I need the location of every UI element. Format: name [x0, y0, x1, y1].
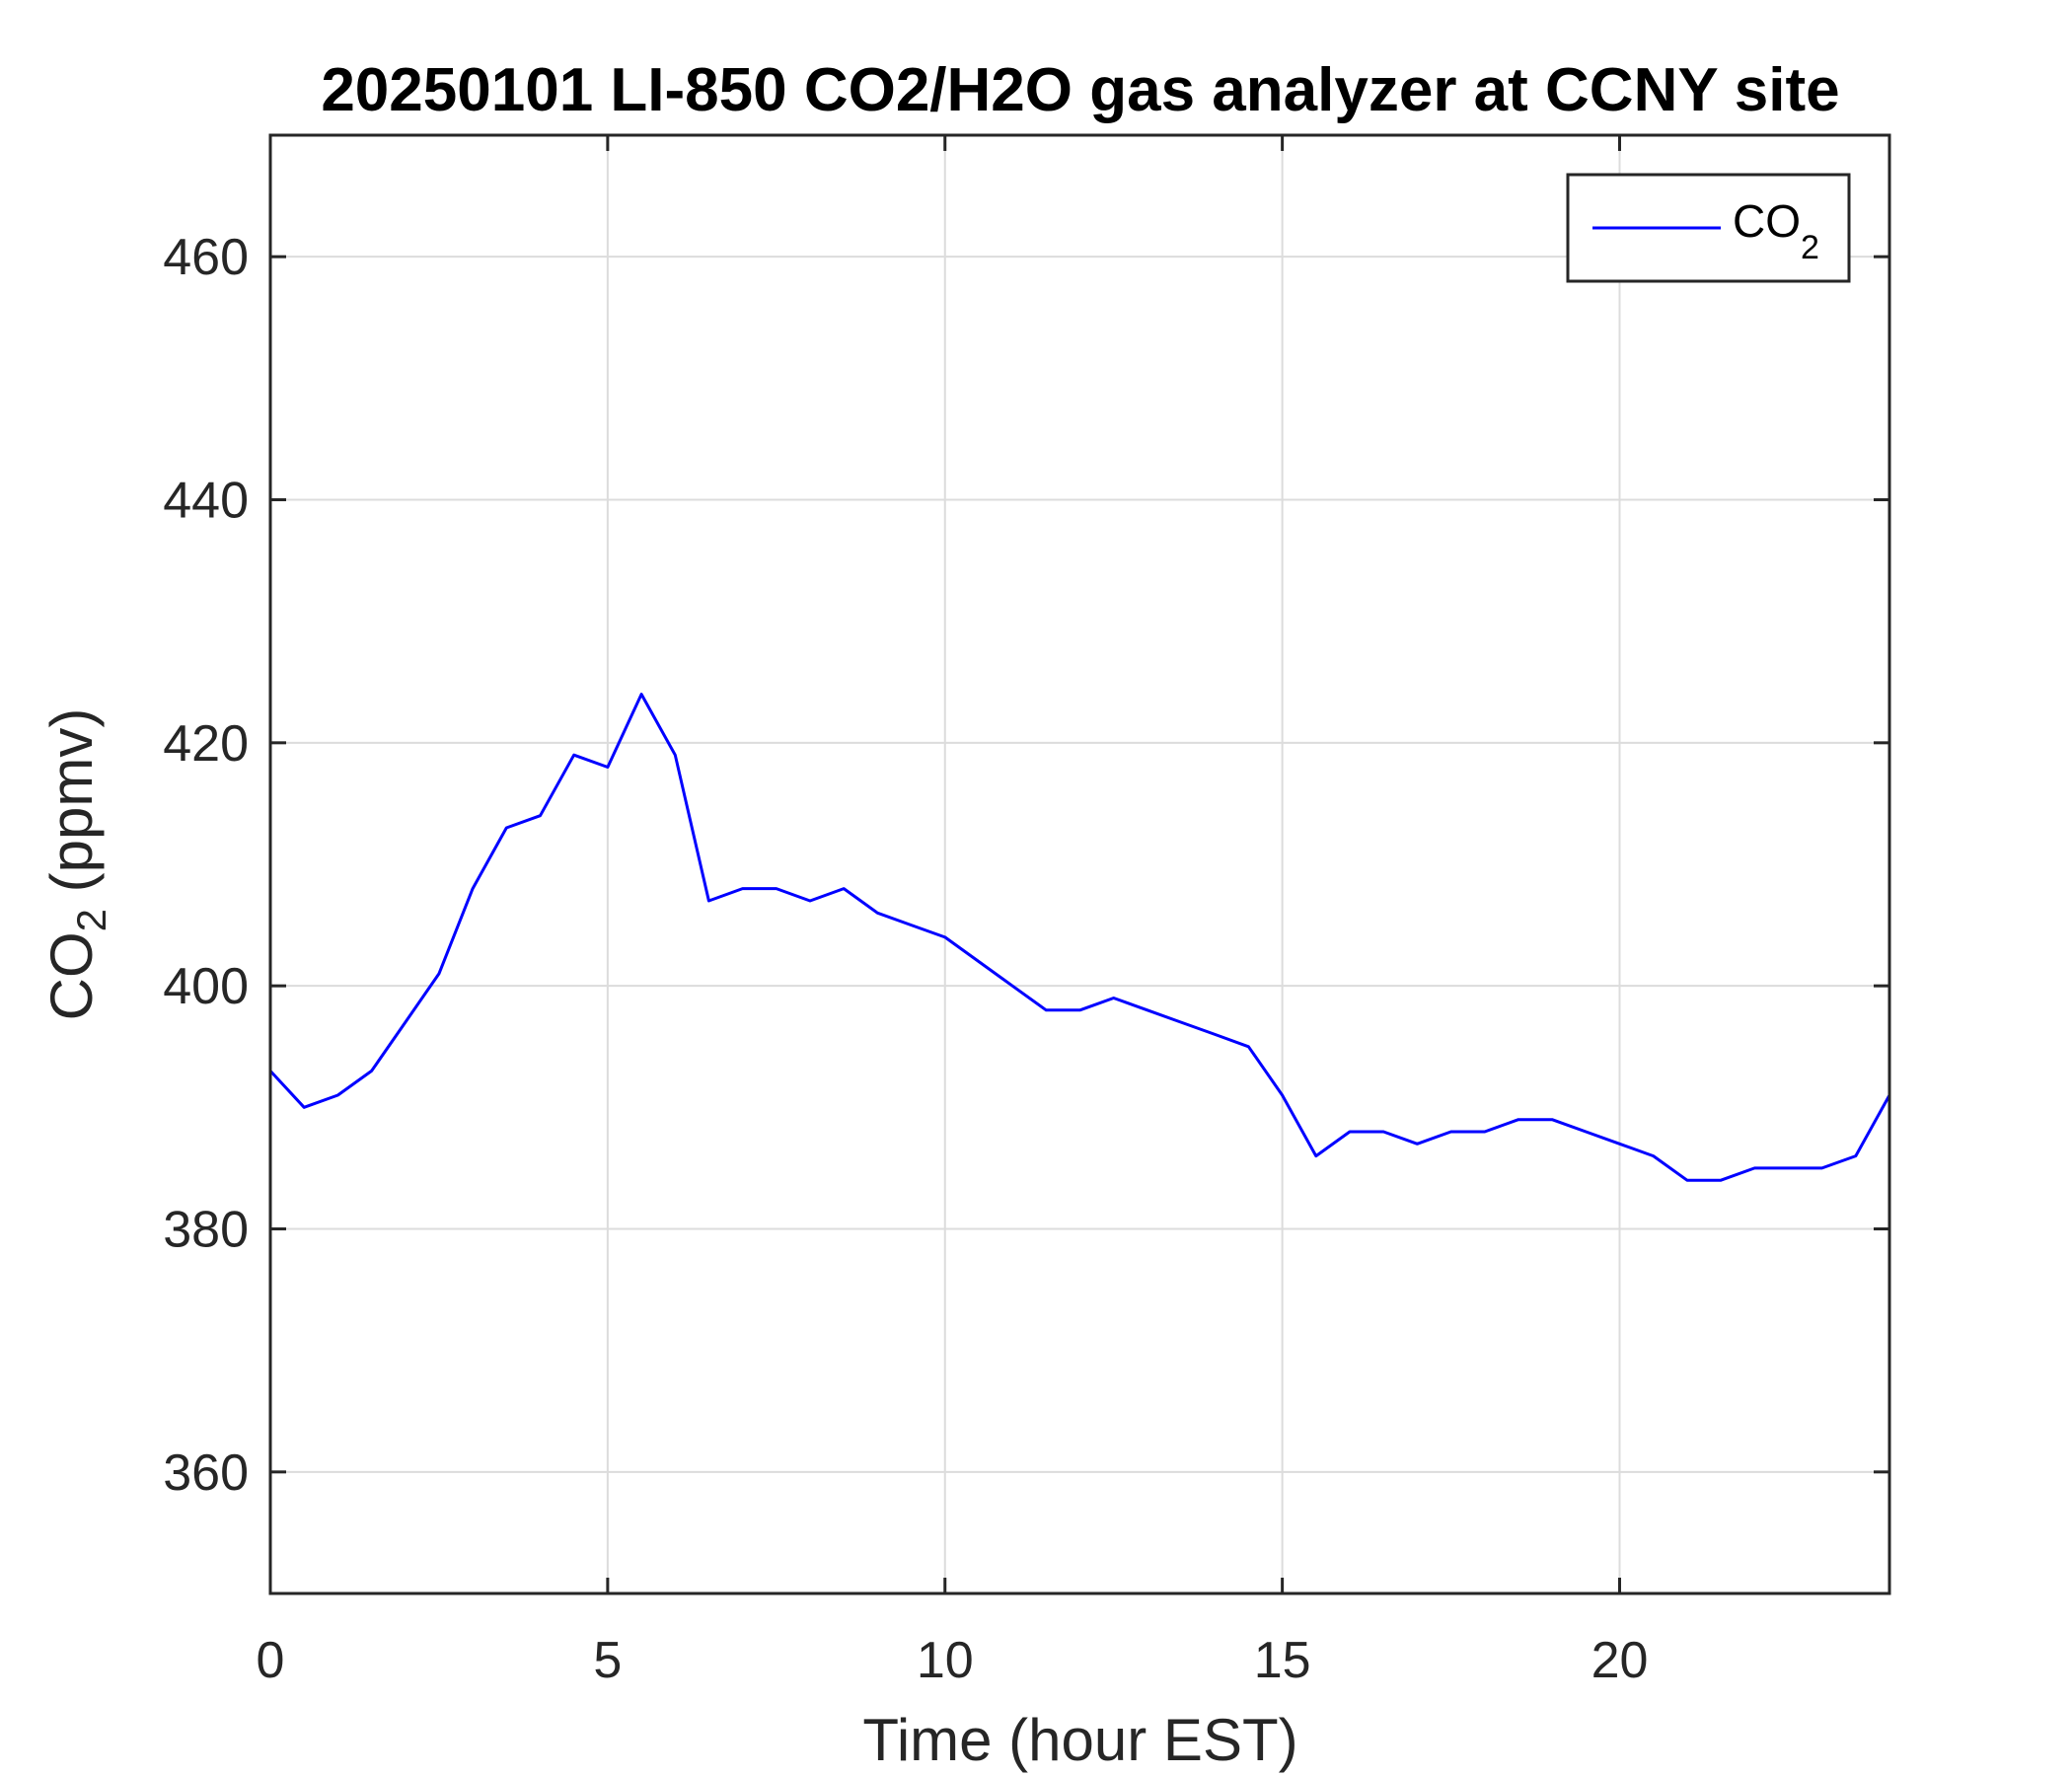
- x-tick-label: 20: [1591, 1632, 1649, 1689]
- grid-lines: [269, 135, 1889, 1593]
- x-tick-label: 0: [257, 1632, 285, 1689]
- y-tick-labels: 360 380 400 420 440 460: [163, 229, 249, 1502]
- plot-frame: [268, 133, 1891, 1595]
- x-tick-labels: 0 5 10 15 20: [257, 1632, 1649, 1689]
- y-tick-label: 360: [163, 1444, 249, 1502]
- x-tick-label: 10: [917, 1632, 974, 1689]
- series-line-co2: [268, 693, 1891, 1182]
- data-layer: [268, 693, 1891, 1182]
- y-tick-label: 460: [163, 229, 249, 286]
- x-axis-label: Time (hour EST): [862, 1707, 1297, 1773]
- y-axis-label-rest: (ppmv): [38, 708, 105, 909]
- y-axis-label-sub: 2: [68, 909, 114, 931]
- y-axis-label-main: CO: [38, 931, 105, 1020]
- y-tick-label: 420: [163, 715, 249, 773]
- tick-marks: [268, 135, 1889, 1593]
- y-axis-label: CO2 (ppmv): [38, 708, 114, 1021]
- legend-label-sub: 2: [1801, 229, 1819, 266]
- x-tick-label: 15: [1254, 1632, 1311, 1689]
- legend-label-main: CO: [1733, 195, 1801, 247]
- y-tick-label: 400: [163, 958, 249, 1015]
- chart-title: 20250101 LI-850 CO2/H2O gas analyzer at …: [321, 56, 1839, 124]
- y-tick-label: 380: [163, 1202, 249, 1259]
- x-tick-label: 5: [593, 1632, 622, 1689]
- legend-label: CO2: [1733, 195, 1819, 266]
- plot-background: [270, 135, 1889, 1593]
- legend: CO2: [1566, 173, 1851, 283]
- y-tick-label: 440: [163, 473, 249, 530]
